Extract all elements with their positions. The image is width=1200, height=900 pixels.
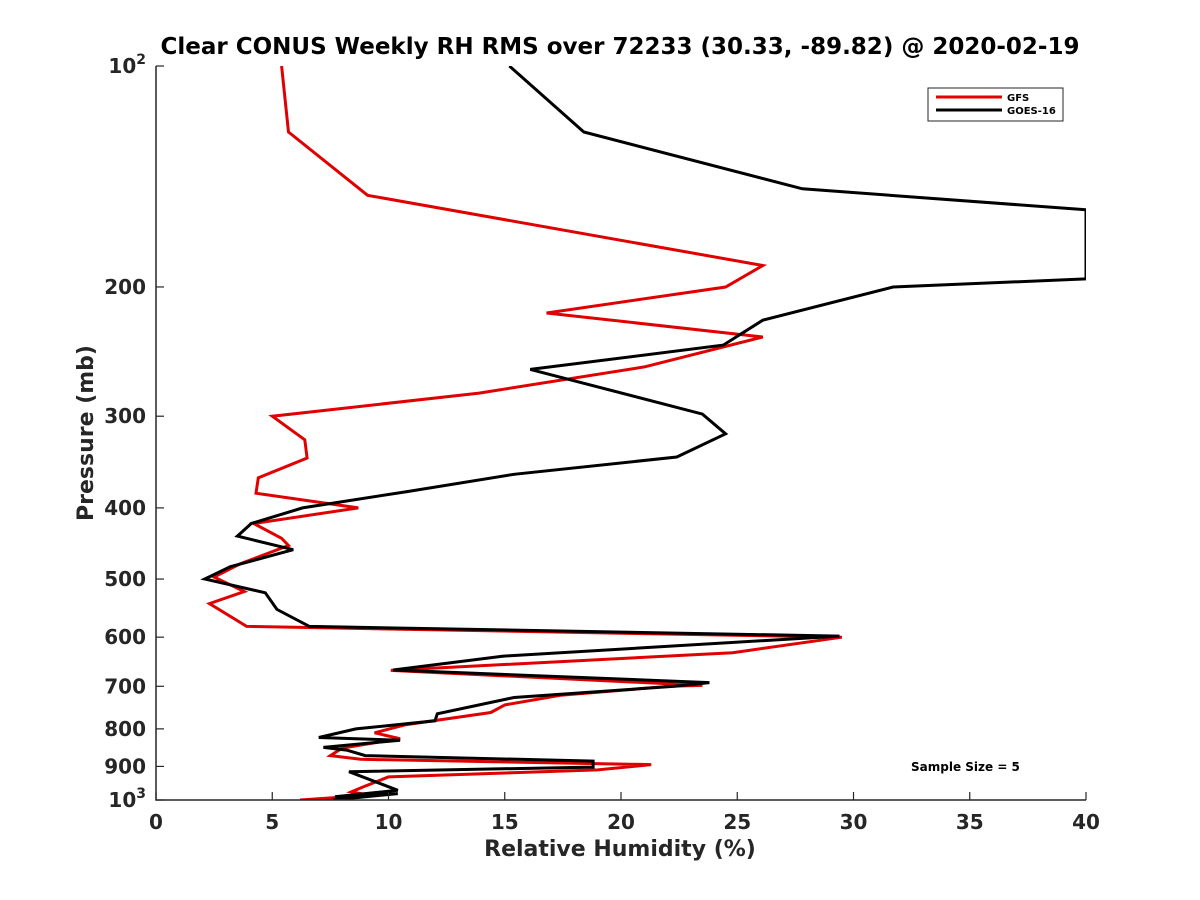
chart-title: Clear CONUS Weekly RH RMS over 72233 (30… bbox=[161, 34, 1080, 60]
y-tick-label: 800 bbox=[104, 717, 146, 741]
y-tick-label: 103 bbox=[108, 786, 146, 812]
x-tick-label: 30 bbox=[840, 810, 868, 834]
legend-label-goes-16: GOES-16 bbox=[1007, 106, 1056, 117]
x-axis-label: Relative Humidity (%) bbox=[484, 837, 756, 862]
x-tick-label: 0 bbox=[149, 810, 163, 834]
y-axis-label: Pressure (mb) bbox=[74, 345, 99, 521]
x-axis-ticks: 0 5 10 15 20 25 30 35 40 bbox=[149, 792, 1100, 834]
legend: GFS GOES-16 bbox=[927, 87, 1064, 122]
y-tick-label: 700 bbox=[104, 674, 146, 698]
y-tick-label: 400 bbox=[104, 496, 146, 520]
series-layer bbox=[200, 66, 1086, 800]
x-tick-label: 5 bbox=[265, 810, 279, 834]
y-tick-label: 200 bbox=[104, 275, 146, 299]
x-tick-label: 40 bbox=[1072, 810, 1100, 834]
y-tick-label: 900 bbox=[104, 754, 146, 778]
y-axis-ticks: 102 200 300 400 500 600 700 800 900 103 bbox=[104, 52, 164, 812]
legend-label-gfs: GFS bbox=[1007, 93, 1029, 104]
x-tick-label: 25 bbox=[723, 810, 751, 834]
x-tick-label: 35 bbox=[956, 810, 984, 834]
y-tick-label: 500 bbox=[104, 567, 146, 591]
series-line-gfs bbox=[206, 66, 843, 800]
x-tick-label: 20 bbox=[607, 810, 635, 834]
y-tick-label: 102 bbox=[108, 52, 146, 78]
y-tick-label: 600 bbox=[104, 625, 146, 649]
series-line-goes-16 bbox=[200, 66, 1086, 800]
x-tick-label: 10 bbox=[375, 810, 403, 834]
sample-size-annotation: Sample Size = 5 bbox=[911, 760, 1020, 774]
x-tick-label: 15 bbox=[491, 810, 519, 834]
y-tick-label: 300 bbox=[104, 404, 146, 428]
legend-box bbox=[927, 87, 1064, 122]
